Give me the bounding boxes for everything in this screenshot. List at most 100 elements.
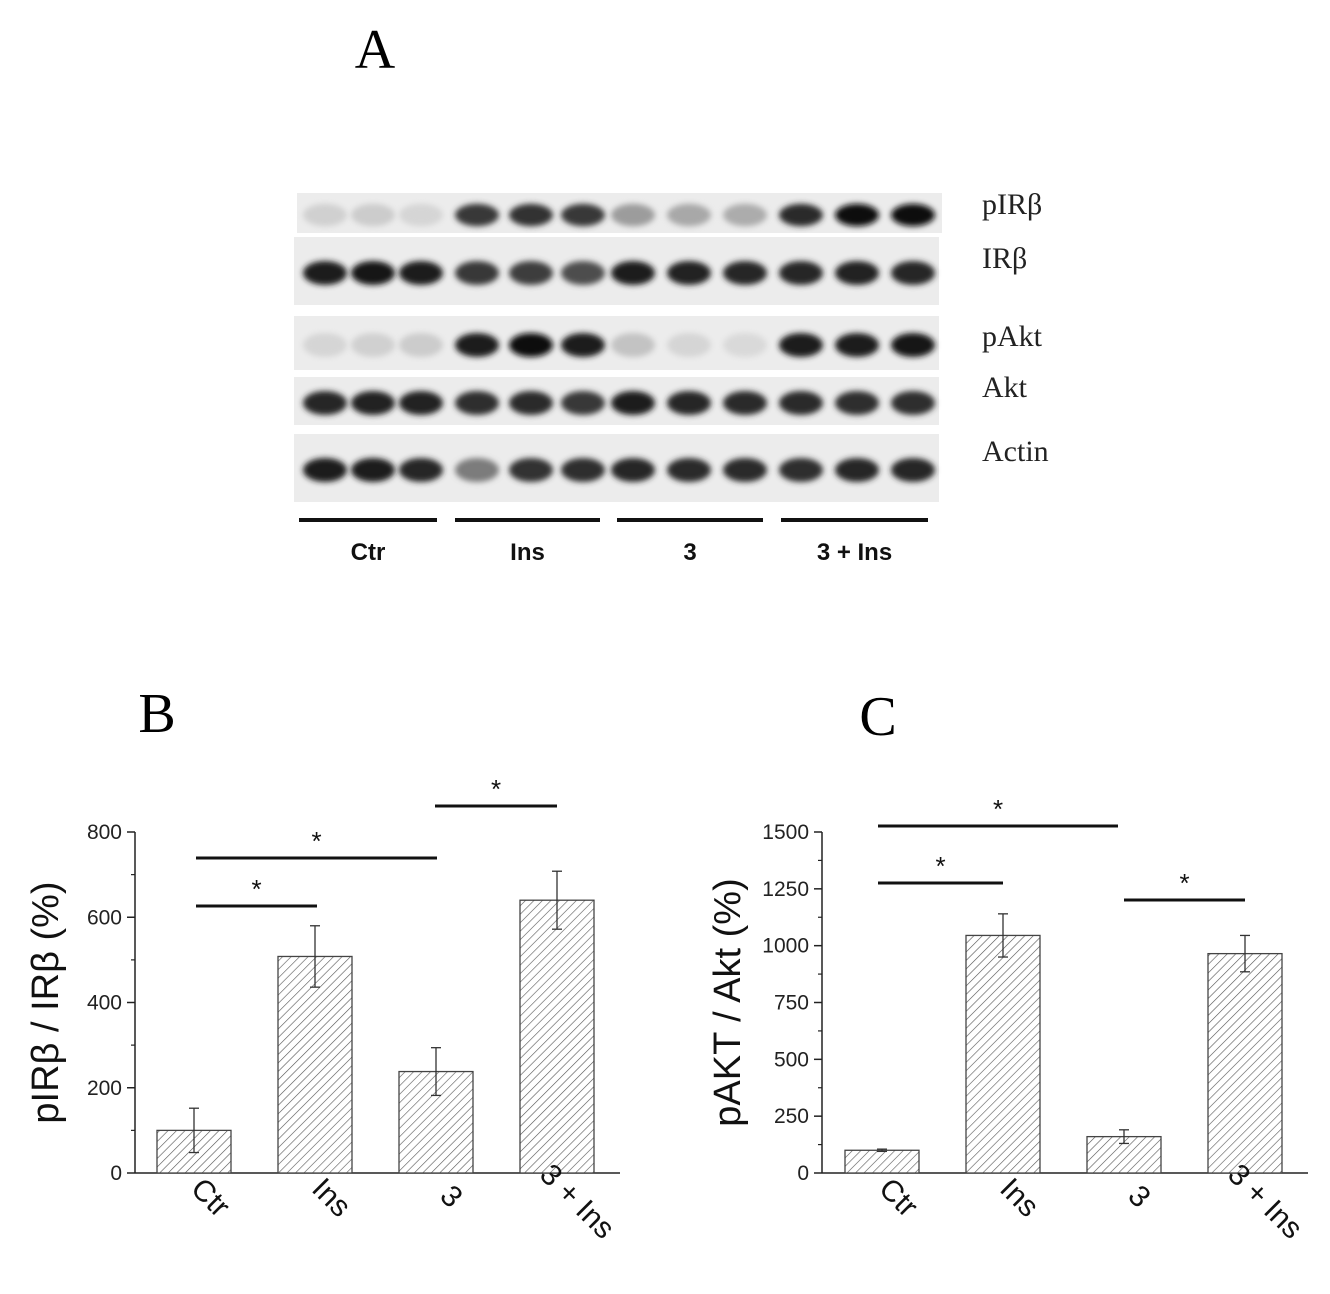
x-tick-label-ins: Ins bbox=[993, 1172, 1045, 1224]
band-pakt-lane-7 bbox=[611, 333, 655, 357]
blot-label-ir: IRβ bbox=[982, 242, 1027, 275]
blot-label-pir: pIRβ bbox=[982, 188, 1042, 221]
band-pakt-lane-4 bbox=[455, 333, 499, 357]
band-pir-lane-8 bbox=[667, 203, 711, 227]
band-akt-lane-11 bbox=[835, 391, 879, 415]
band-actin-lane-9 bbox=[723, 458, 767, 482]
band-pir-lane-10 bbox=[779, 203, 823, 227]
x-tick-label-ins: Ins bbox=[305, 1172, 357, 1224]
band-ir-lane-2 bbox=[351, 261, 395, 285]
band-ir-lane-8 bbox=[667, 261, 711, 285]
significance-star: * bbox=[935, 851, 945, 881]
significance-star: * bbox=[993, 794, 1003, 824]
band-pir-lane-2 bbox=[351, 203, 395, 227]
band-pakt-lane-11 bbox=[835, 333, 879, 357]
band-actin-lane-2 bbox=[351, 458, 395, 482]
band-actin-lane-11 bbox=[835, 458, 879, 482]
y-tick-label: 400 bbox=[87, 992, 122, 1015]
band-ir-lane-9 bbox=[723, 261, 767, 285]
y-axis-label: pAKT / Akt (%) bbox=[707, 878, 749, 1126]
band-ir-lane-1 bbox=[303, 261, 347, 285]
western-blot: pIRβ IRβ pAkt Akt Actin Ctr Ins 3 3 + Ins bbox=[294, 188, 1049, 566]
group-label-3-ins: 3 + Ins bbox=[817, 539, 892, 566]
band-pakt-lane-8 bbox=[667, 333, 711, 357]
band-akt-lane-1 bbox=[303, 391, 347, 415]
band-ir-lane-5 bbox=[509, 261, 553, 285]
bar-ctr bbox=[844, 1149, 920, 1174]
band-actin-lane-7 bbox=[611, 458, 655, 482]
band-pakt-lane-10 bbox=[779, 333, 823, 357]
band-pakt-lane-5 bbox=[509, 333, 553, 357]
band-akt-lane-4 bbox=[455, 391, 499, 415]
panel-label-b: B bbox=[138, 683, 175, 745]
significance-star: * bbox=[491, 774, 501, 804]
band-pir-lane-7 bbox=[611, 203, 655, 227]
y-tick-label: 0 bbox=[110, 1162, 122, 1185]
y-tick-label: 600 bbox=[87, 906, 122, 929]
y-tick-label: 800 bbox=[87, 821, 122, 844]
bar-ins bbox=[965, 934, 1041, 1174]
group-label-ins: Ins bbox=[510, 539, 545, 566]
band-akt-lane-3 bbox=[399, 391, 443, 415]
blot-label-pakt: pAkt bbox=[982, 320, 1043, 353]
blot-label-akt: Akt bbox=[982, 371, 1028, 404]
blot-label-actin: Actin bbox=[982, 435, 1049, 468]
band-pir-lane-6 bbox=[561, 203, 605, 227]
band-akt-lane-6 bbox=[561, 391, 605, 415]
band-actin-lane-8 bbox=[667, 458, 711, 482]
band-akt-lane-7 bbox=[611, 391, 655, 415]
band-pir-lane-3 bbox=[399, 203, 443, 227]
significance-star: * bbox=[251, 874, 261, 904]
band-pir-lane-9 bbox=[723, 203, 767, 227]
band-pakt-lane-1 bbox=[303, 333, 347, 357]
y-tick-label: 1250 bbox=[762, 878, 809, 901]
x-tick-label-3: 3 bbox=[1122, 1179, 1157, 1214]
band-ir-lane-7 bbox=[611, 261, 655, 285]
band-pakt-lane-2 bbox=[351, 333, 395, 357]
band-ir-lane-6 bbox=[561, 261, 605, 285]
band-akt-lane-2 bbox=[351, 391, 395, 415]
band-pakt-lane-9 bbox=[723, 333, 767, 357]
bar-ins bbox=[277, 955, 353, 1174]
band-akt-lane-12 bbox=[891, 391, 935, 415]
blot-row-pir: pIRβ bbox=[297, 188, 1042, 233]
band-actin-lane-3 bbox=[399, 458, 443, 482]
band-actin-lane-5 bbox=[509, 458, 553, 482]
y-tick-label: 750 bbox=[774, 992, 809, 1015]
group-label-ctr: Ctr bbox=[351, 539, 386, 566]
band-pakt-lane-6 bbox=[561, 333, 605, 357]
significance-star: * bbox=[1179, 868, 1189, 898]
band-ir-lane-12 bbox=[891, 261, 935, 285]
band-pakt-lane-12 bbox=[891, 333, 935, 357]
band-actin-lane-4 bbox=[455, 458, 499, 482]
band-actin-lane-12 bbox=[891, 458, 935, 482]
blot-row-ir: IRβ bbox=[294, 237, 1027, 305]
band-actin-lane-1 bbox=[303, 458, 347, 482]
y-tick-label: 500 bbox=[774, 1048, 809, 1071]
band-pir-lane-11 bbox=[835, 203, 879, 227]
blot-row-actin: Actin bbox=[294, 434, 1049, 502]
y-tick-label: 0 bbox=[797, 1162, 809, 1185]
band-akt-lane-8 bbox=[667, 391, 711, 415]
chart-c: 0 250 500 750 1000 1250 1500 pAKT / Akt (%) Ctr I… bbox=[707, 794, 1309, 1245]
blot-row-akt: Akt bbox=[294, 371, 1028, 425]
panel-label-c: C bbox=[859, 686, 896, 748]
significance-star: * bbox=[311, 826, 321, 856]
band-akt-lane-10 bbox=[779, 391, 823, 415]
x-tick-label-3: 3 bbox=[434, 1179, 469, 1214]
y-tick-label: 250 bbox=[774, 1105, 809, 1128]
y-tick-label: 1500 bbox=[762, 821, 809, 844]
band-ir-lane-10 bbox=[779, 261, 823, 285]
group-label-3: 3 bbox=[683, 539, 696, 566]
y-tick-label: 1000 bbox=[762, 935, 809, 958]
x-tick-label-ctr: Ctr bbox=[872, 1172, 924, 1224]
band-actin-lane-6 bbox=[561, 458, 605, 482]
y-axis-label: pIRβ / IRβ (%) bbox=[25, 881, 67, 1123]
band-ir-lane-11 bbox=[835, 261, 879, 285]
band-pir-lane-12 bbox=[891, 203, 935, 227]
band-ir-lane-3 bbox=[399, 261, 443, 285]
band-akt-lane-9 bbox=[723, 391, 767, 415]
band-ir-lane-4 bbox=[455, 261, 499, 285]
